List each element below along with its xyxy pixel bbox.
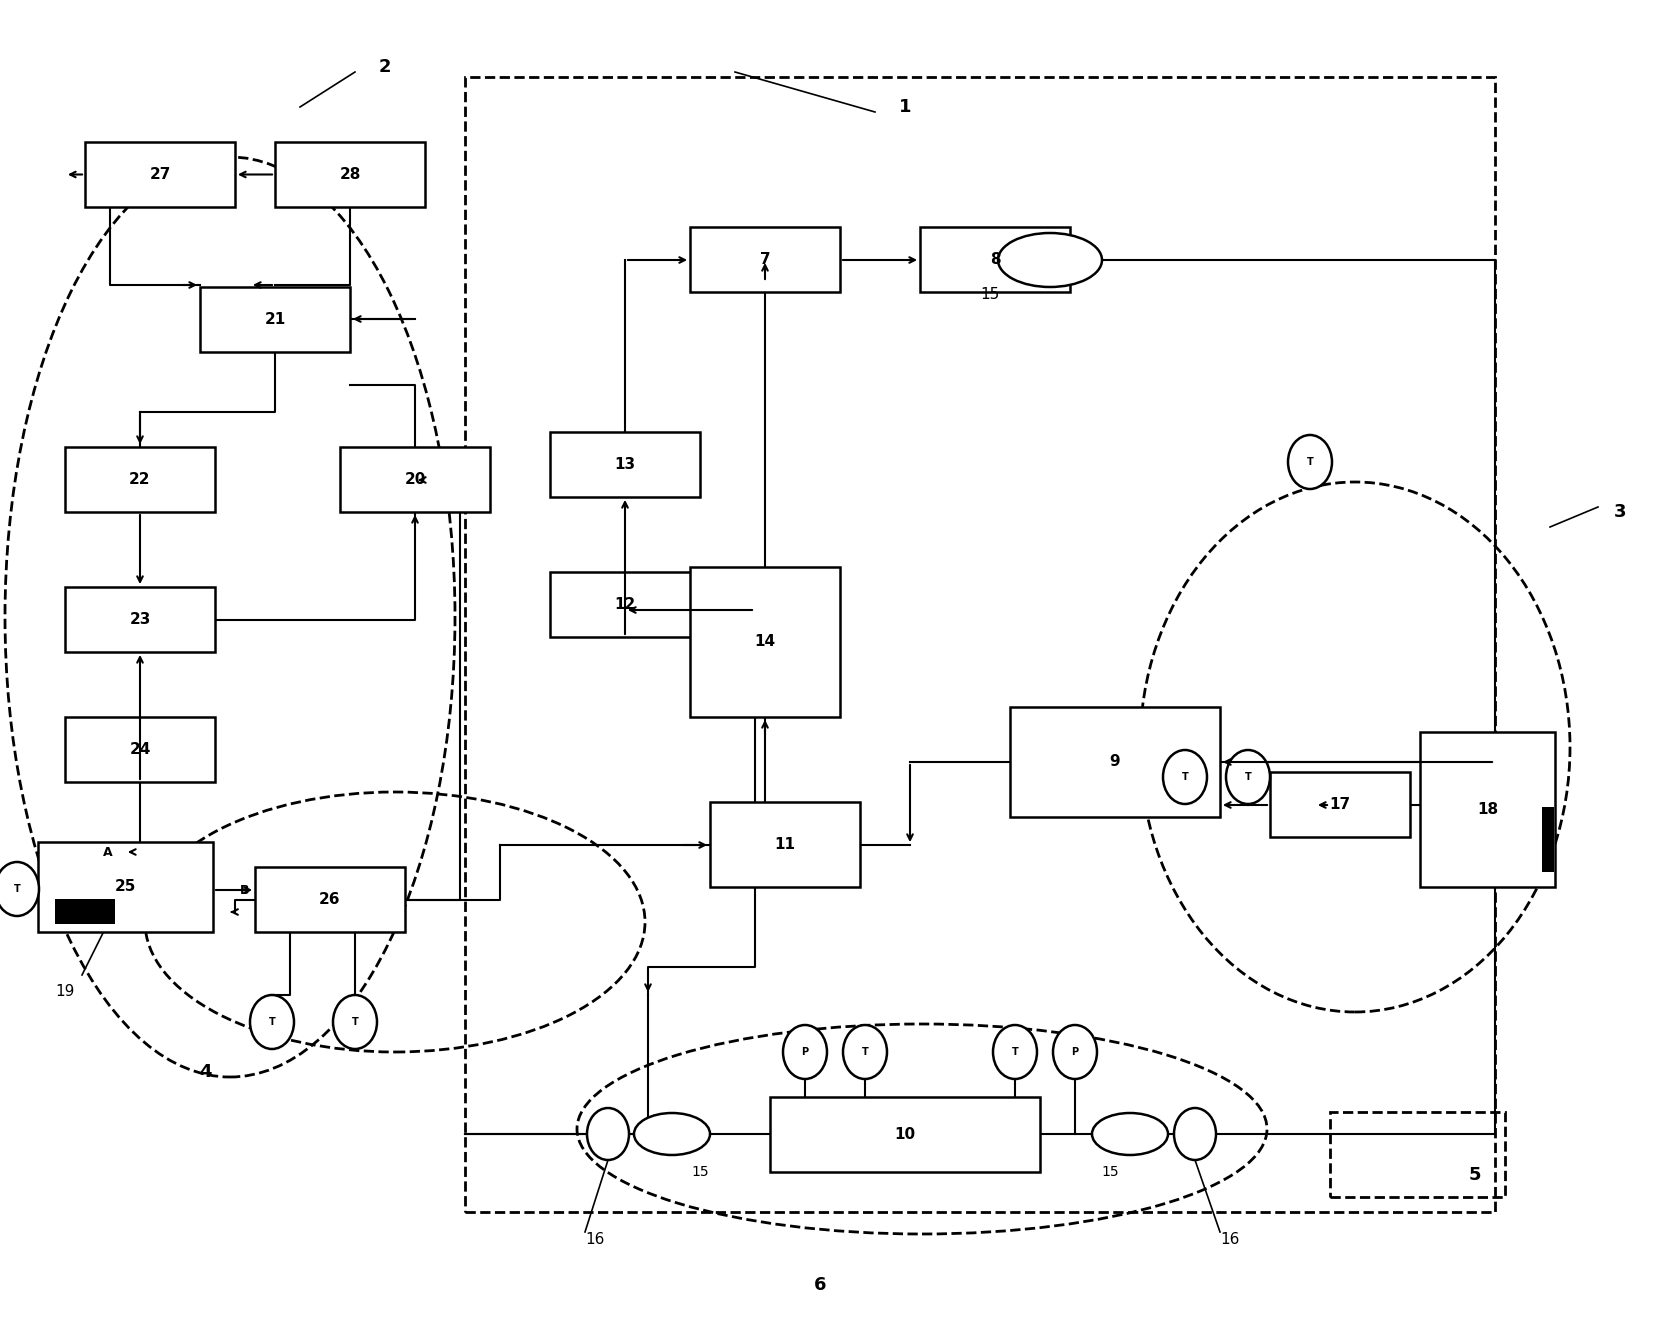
FancyBboxPatch shape bbox=[550, 572, 700, 637]
Text: 11: 11 bbox=[774, 837, 796, 852]
FancyBboxPatch shape bbox=[38, 843, 213, 932]
Text: 28: 28 bbox=[339, 167, 361, 182]
Text: T: T bbox=[1182, 772, 1188, 782]
FancyBboxPatch shape bbox=[85, 142, 234, 207]
FancyBboxPatch shape bbox=[274, 142, 425, 207]
Text: T: T bbox=[13, 884, 20, 894]
Text: 2: 2 bbox=[379, 58, 391, 76]
FancyBboxPatch shape bbox=[1270, 772, 1409, 837]
Text: P: P bbox=[801, 1047, 808, 1058]
FancyBboxPatch shape bbox=[65, 717, 214, 782]
Text: 15: 15 bbox=[1102, 1165, 1119, 1178]
Ellipse shape bbox=[1092, 1113, 1168, 1154]
Text: 19: 19 bbox=[55, 985, 75, 999]
Text: T: T bbox=[1245, 772, 1251, 782]
Text: T: T bbox=[352, 1016, 359, 1027]
Ellipse shape bbox=[1163, 750, 1207, 804]
Text: 1: 1 bbox=[899, 98, 911, 115]
FancyBboxPatch shape bbox=[690, 227, 839, 292]
Text: 6: 6 bbox=[814, 1277, 826, 1294]
Text: 18: 18 bbox=[1478, 802, 1497, 817]
Text: 10: 10 bbox=[894, 1127, 916, 1143]
Text: 3: 3 bbox=[1614, 503, 1625, 522]
Ellipse shape bbox=[633, 1113, 710, 1154]
Text: 16: 16 bbox=[585, 1231, 605, 1246]
Text: 15: 15 bbox=[691, 1165, 708, 1178]
Text: 15: 15 bbox=[981, 288, 999, 303]
FancyBboxPatch shape bbox=[65, 587, 214, 652]
FancyBboxPatch shape bbox=[690, 567, 839, 717]
Text: 21: 21 bbox=[264, 312, 286, 326]
Ellipse shape bbox=[1227, 750, 1270, 804]
FancyBboxPatch shape bbox=[55, 898, 115, 924]
FancyBboxPatch shape bbox=[254, 867, 406, 932]
Text: T: T bbox=[269, 1016, 276, 1027]
Text: T: T bbox=[1306, 456, 1313, 467]
Text: 26: 26 bbox=[319, 892, 341, 906]
Text: 7: 7 bbox=[760, 252, 770, 267]
Text: 8: 8 bbox=[989, 252, 1001, 267]
Text: 4: 4 bbox=[199, 1063, 211, 1082]
Text: 23: 23 bbox=[130, 612, 151, 626]
Ellipse shape bbox=[1288, 435, 1331, 490]
FancyBboxPatch shape bbox=[770, 1097, 1040, 1172]
Text: 22: 22 bbox=[130, 472, 151, 487]
FancyBboxPatch shape bbox=[1419, 733, 1556, 886]
FancyBboxPatch shape bbox=[550, 433, 700, 498]
FancyBboxPatch shape bbox=[1542, 807, 1554, 872]
Ellipse shape bbox=[997, 234, 1102, 287]
Text: 25: 25 bbox=[115, 880, 136, 894]
Text: 5: 5 bbox=[1469, 1166, 1481, 1184]
Ellipse shape bbox=[0, 863, 38, 916]
Text: 12: 12 bbox=[615, 597, 635, 612]
FancyBboxPatch shape bbox=[921, 227, 1070, 292]
Text: 24: 24 bbox=[130, 742, 151, 756]
Ellipse shape bbox=[992, 1024, 1037, 1079]
FancyBboxPatch shape bbox=[1010, 707, 1220, 817]
Ellipse shape bbox=[843, 1024, 888, 1079]
Ellipse shape bbox=[249, 995, 294, 1050]
FancyBboxPatch shape bbox=[199, 287, 351, 352]
Text: 20: 20 bbox=[404, 472, 425, 487]
Text: B: B bbox=[241, 884, 249, 897]
FancyBboxPatch shape bbox=[710, 802, 859, 886]
Text: T: T bbox=[1012, 1047, 1019, 1058]
Text: T: T bbox=[861, 1047, 868, 1058]
Text: P: P bbox=[1072, 1047, 1079, 1058]
Text: 27: 27 bbox=[150, 167, 171, 182]
Ellipse shape bbox=[332, 995, 377, 1050]
Text: 9: 9 bbox=[1110, 755, 1120, 770]
Text: 14: 14 bbox=[755, 634, 776, 649]
FancyBboxPatch shape bbox=[65, 447, 214, 512]
Ellipse shape bbox=[1173, 1108, 1217, 1160]
Text: 16: 16 bbox=[1220, 1231, 1240, 1246]
Ellipse shape bbox=[1054, 1024, 1097, 1079]
Text: 13: 13 bbox=[615, 456, 635, 472]
Text: A: A bbox=[103, 845, 113, 859]
FancyBboxPatch shape bbox=[341, 447, 490, 512]
Ellipse shape bbox=[783, 1024, 828, 1079]
Text: 17: 17 bbox=[1330, 798, 1351, 812]
Ellipse shape bbox=[587, 1108, 628, 1160]
